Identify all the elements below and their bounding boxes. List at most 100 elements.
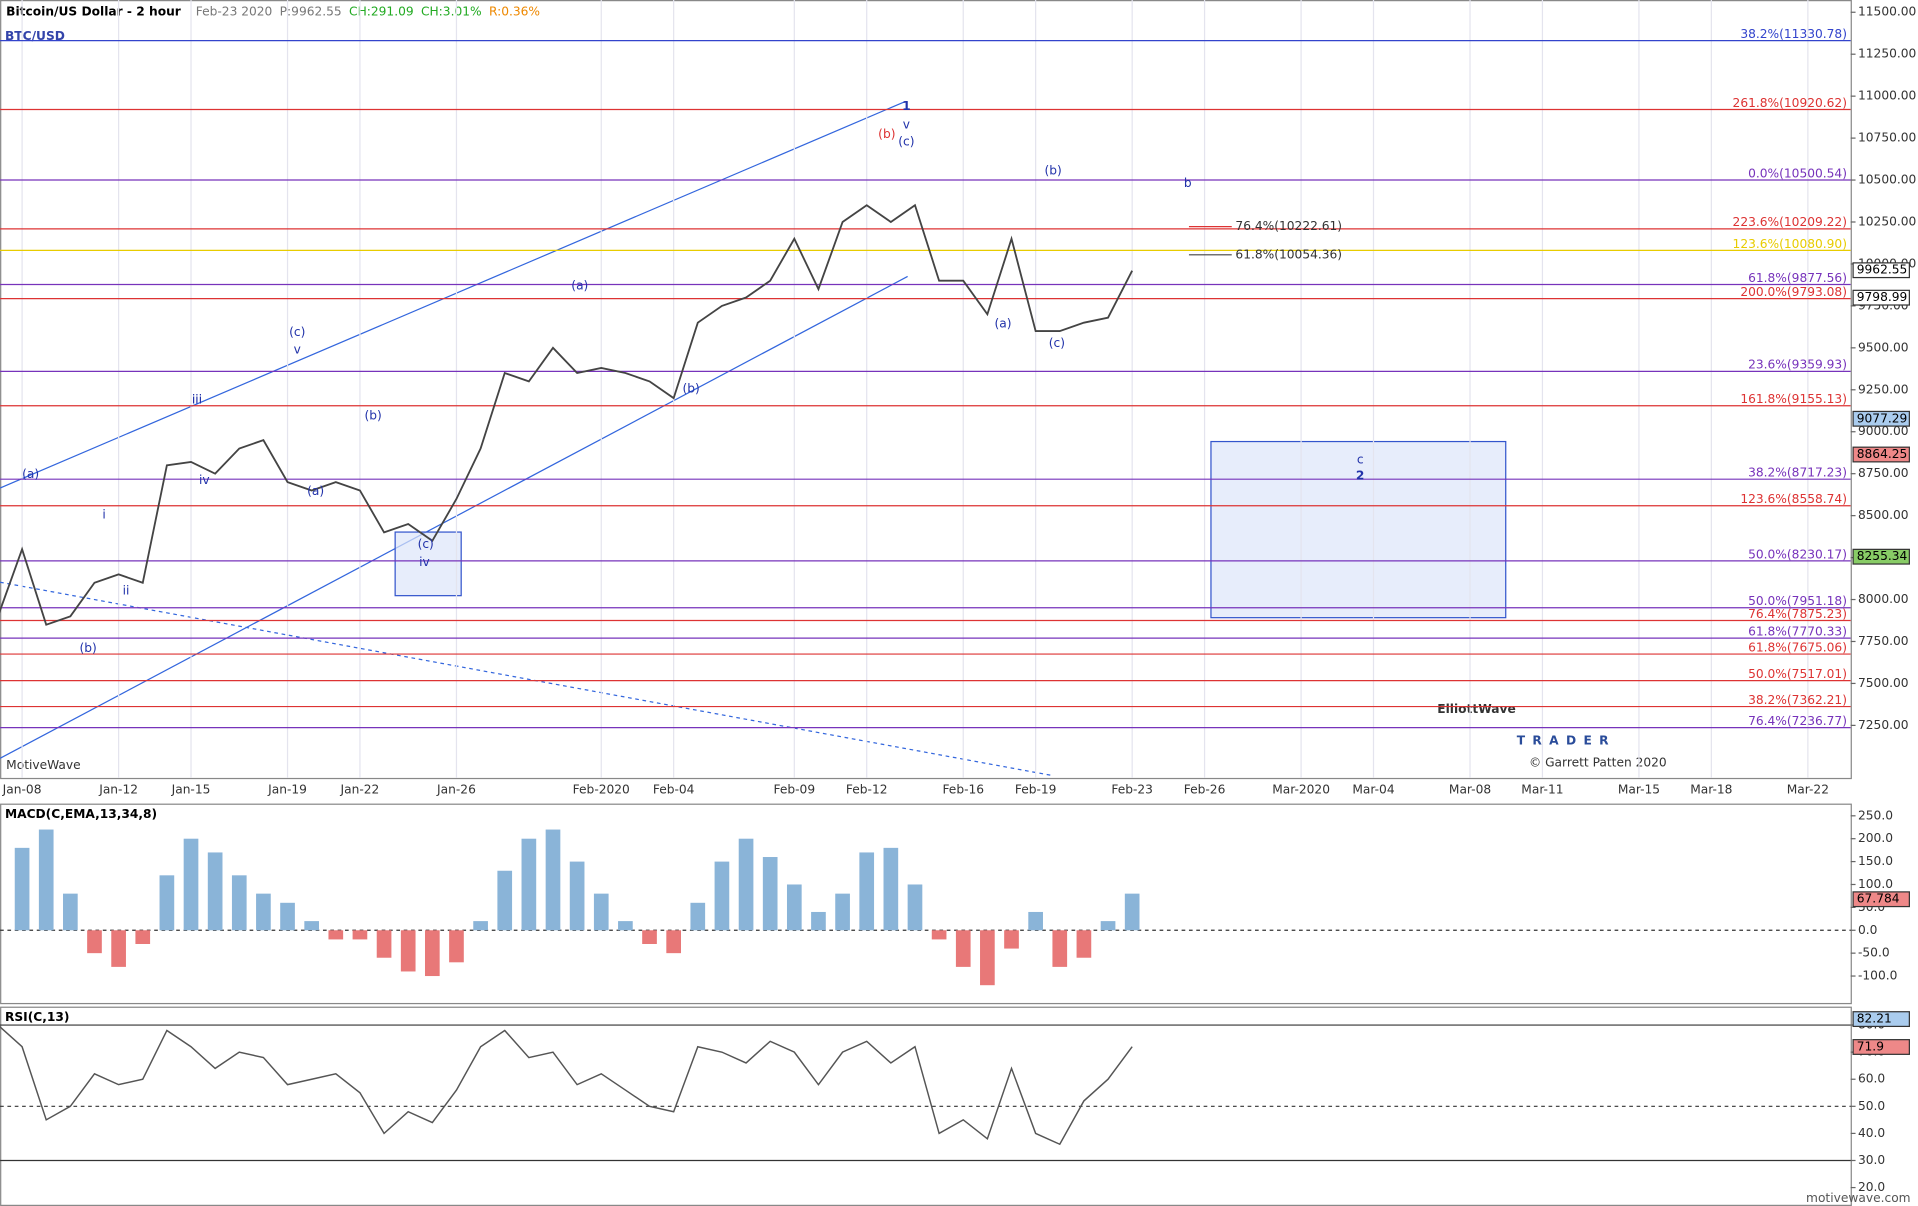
x-tick-label: Feb-04 (653, 783, 695, 797)
logo-sub: TRADER (1517, 734, 1616, 748)
wave-label: (a) (571, 279, 588, 293)
price-tag-label: 67.784 (1857, 892, 1900, 906)
price-tag (1852, 289, 1910, 306)
wave-label: (b) (79, 641, 96, 655)
wave-label: (c) (289, 325, 305, 339)
header-stat: Feb-23 2020 (196, 5, 273, 19)
panel-title: MACD(C,EMA,13,34,8) (5, 807, 157, 821)
fib-label: 23.6%(9359.93) (1748, 358, 1847, 372)
histogram-bar (497, 870, 513, 931)
y-tick-label: 250.0 (1858, 808, 1893, 822)
footer: motivewave.com (1806, 1191, 1911, 1205)
histogram-bar (1004, 930, 1019, 949)
fib-label: 223.6%(10209.22) (1733, 215, 1847, 229)
histogram-bar (159, 875, 175, 931)
wave-label: (c) (418, 537, 434, 551)
wave-label: i (102, 507, 105, 521)
histogram-bar (63, 893, 78, 931)
x-tick-label: Jan-15 (171, 783, 211, 797)
histogram-bar (980, 930, 995, 986)
fib-label: 123.6%(10080.90) (1733, 237, 1847, 251)
y-tick-label: 7500.00 (1858, 676, 1909, 690)
x-tick-label: Mar-08 (1449, 783, 1491, 797)
histogram-bar (714, 861, 730, 931)
histogram-bar (690, 902, 706, 931)
histogram-bar (87, 930, 102, 954)
target-label: 76.4%(10222.61) (1235, 219, 1342, 233)
header-stat: CH:291.09 (349, 5, 414, 19)
wave-label: (b) (364, 408, 381, 422)
indicator-line (0, 1025, 1133, 1146)
histogram-bar (1052, 930, 1068, 967)
x-tick-label: Mar-11 (1521, 783, 1563, 797)
x-tick-label: Feb-26 (1184, 783, 1226, 797)
wave-label: iv (199, 473, 210, 487)
panel-title: RSI(C,13) (5, 1010, 70, 1024)
wave-label: (c) (898, 134, 914, 148)
y-tick-label: -50.0 (1858, 946, 1890, 960)
y-tick-label: 11000.00 (1858, 89, 1916, 103)
symbol: Bitcoin/US Dollar - 2 hour (6, 5, 181, 19)
wave-label: (a) (995, 317, 1012, 331)
y-tick-label: 9500.00 (1858, 340, 1909, 354)
y-tick-label: 9250.00 (1858, 382, 1909, 396)
fib-label: 76.4%(7236.77) (1748, 714, 1847, 728)
histogram-bar (666, 930, 681, 954)
fib-label: 61.8%(7675.06) (1748, 640, 1847, 654)
price-tag (1852, 446, 1910, 463)
wave-label: (c) (1049, 336, 1065, 350)
histogram-bar (376, 930, 392, 958)
price-tag (1852, 548, 1910, 565)
fib-label: 123.6%(8558.74) (1740, 492, 1847, 506)
y-tick-label: -100.0 (1858, 969, 1897, 983)
y-tick-label: 20.0 (1858, 1180, 1885, 1194)
target-box (394, 531, 462, 597)
y-tick-label: 11250.00 (1858, 47, 1916, 61)
x-tick-label: Jan-22 (340, 783, 380, 797)
price-tag-label: 71.9 (1857, 1039, 1884, 1053)
y-tick-label: 40.0 (1858, 1126, 1885, 1140)
histogram-bar (424, 930, 440, 977)
wave-label: v (903, 117, 910, 131)
x-tick-label: Mar-04 (1352, 783, 1394, 797)
price-tag-label: 9798.99 (1857, 290, 1908, 304)
price-line (0, 203, 1133, 626)
wave-label: (b) (878, 127, 895, 141)
x-tick-label: Mar-15 (1618, 783, 1660, 797)
histogram-bar (569, 861, 585, 931)
y-tick-label: 7750.00 (1858, 634, 1909, 648)
y-tick-label: 8500.00 (1858, 508, 1909, 522)
wave-label: iv (419, 555, 430, 569)
x-tick-label: Mar-2020 (1272, 783, 1330, 797)
histogram-bar (256, 893, 271, 931)
histogram-bar (786, 884, 802, 931)
histogram-bar (521, 838, 537, 931)
histogram-bar (618, 921, 633, 931)
fib-label: 76.4%(7875.23) (1748, 607, 1847, 621)
wave-label: b (1184, 176, 1192, 190)
histogram-bar (207, 852, 223, 931)
fib-label: 38.2%(8717.23) (1748, 466, 1847, 480)
price-tag-label: 9962.55 (1857, 263, 1908, 277)
x-tick-label: Mar-22 (1787, 783, 1829, 797)
y-tick-label: 100.0 (1858, 877, 1893, 891)
histogram-bar (738, 838, 754, 931)
y-tick-label: 9000.00 (1858, 424, 1909, 438)
target-box (1210, 440, 1507, 619)
histogram-bar (1028, 911, 1043, 931)
price-tag (1852, 262, 1910, 279)
histogram-bar (762, 857, 778, 931)
header-stat: R:0.36% (489, 5, 540, 19)
price-tag (1852, 1039, 1910, 1055)
wave-label: ii (123, 583, 130, 597)
fib-label: 61.8%(7770.33) (1748, 624, 1847, 638)
histogram-bar (811, 911, 826, 931)
y-tick-label: 150.0 (1858, 854, 1893, 868)
x-tick-label: Feb-09 (774, 783, 816, 797)
histogram-bar (955, 930, 971, 967)
histogram-bar (1100, 921, 1116, 931)
y-tick-label: 60.0 (1858, 1072, 1885, 1086)
price-tag (1852, 891, 1910, 908)
